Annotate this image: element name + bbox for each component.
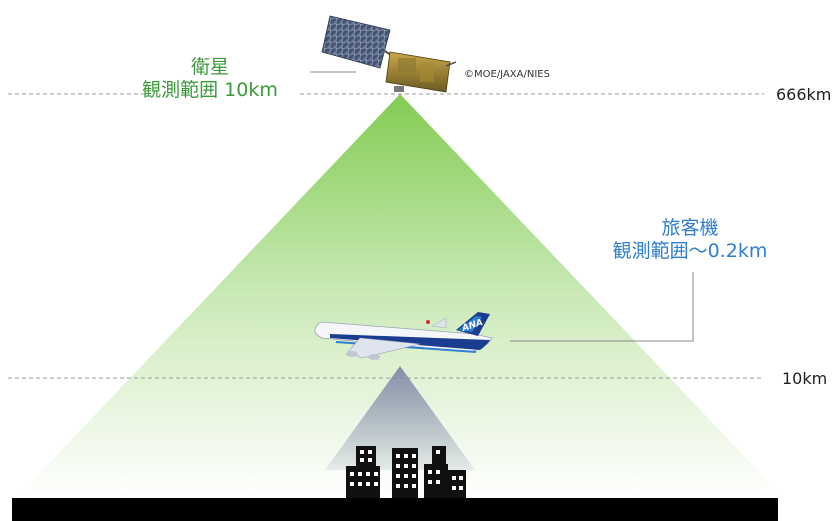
building-windows [350,450,463,490]
aircraft-name: 旅客機 [661,217,719,239]
aircraft-altitude-label: 10km [782,369,828,388]
airplane-icon [314,312,493,360]
satellite-label: 衛星 観測範囲 10km [110,56,310,102]
satellite-range: 観測範囲 10km [142,78,278,101]
satellite-image-credit: ©MOE/JAXA/NIES [464,69,550,80]
ground-bar [12,498,778,521]
aircraft-label: 旅客機 観測範囲～0.2km [590,217,790,263]
satellite-altitude-label: 666km [776,85,832,104]
aircraft-range: 観測範囲～0.2km [612,239,768,262]
satellite-icon [321,15,457,93]
satellite-observation-cone [16,94,784,498]
aircraft-observation-cone [325,366,475,470]
satellite-name: 衛星 [190,56,229,78]
aircraft-leader-line [510,272,694,342]
